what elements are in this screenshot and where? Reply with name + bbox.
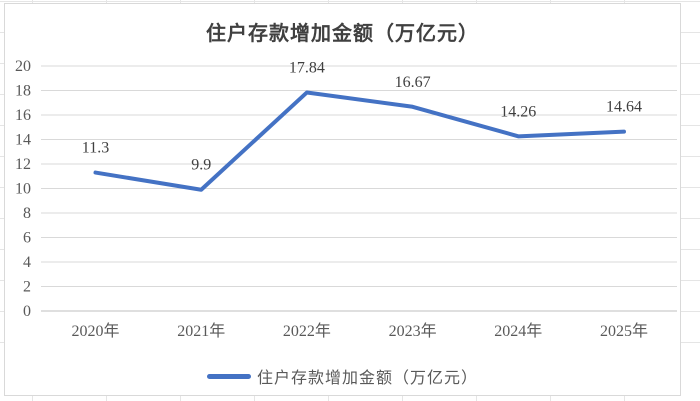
y-tick-label: 4 <box>23 254 31 271</box>
y-tick-label: 12 <box>15 156 31 173</box>
x-tick-label: 2020年 <box>71 322 119 340</box>
x-tick-label: 2023年 <box>389 322 437 340</box>
data-point-label: 9.9 <box>191 157 211 174</box>
x-tick-label: 2021年 <box>177 322 225 340</box>
y-tick-label: 6 <box>23 230 31 247</box>
y-tick-label: 14 <box>15 132 31 149</box>
y-tick-label: 2 <box>23 279 31 296</box>
x-tick-label: 2022年 <box>283 322 331 340</box>
data-point-label: 11.3 <box>82 140 109 157</box>
chart-title: 住户存款增加金额（万亿元） <box>206 23 479 45</box>
y-tick-label: 16 <box>15 107 31 124</box>
data-point-label: 17.84 <box>289 59 325 76</box>
data-point-label: 16.67 <box>395 74 431 91</box>
data-line <box>93 90 626 192</box>
x-tick-label: 2024年 <box>494 322 542 340</box>
x-tick-label: 2025年 <box>600 322 648 340</box>
data-point-label: 14.64 <box>606 99 642 116</box>
y-tick-label: 10 <box>15 181 31 198</box>
y-tick-label: 20 <box>15 58 31 75</box>
y-tick-label: 8 <box>23 205 31 222</box>
chart-legend: 住户存款增加金额（万亿元） <box>4 364 681 388</box>
y-tick-label: 0 <box>23 303 31 320</box>
chart-container <box>4 3 681 396</box>
legend-line-swatch <box>206 373 251 379</box>
data-point-label: 14.26 <box>500 103 536 120</box>
y-tick-label: 18 <box>15 83 31 100</box>
legend-label: 住户存款增加金额（万亿元） <box>256 370 478 387</box>
